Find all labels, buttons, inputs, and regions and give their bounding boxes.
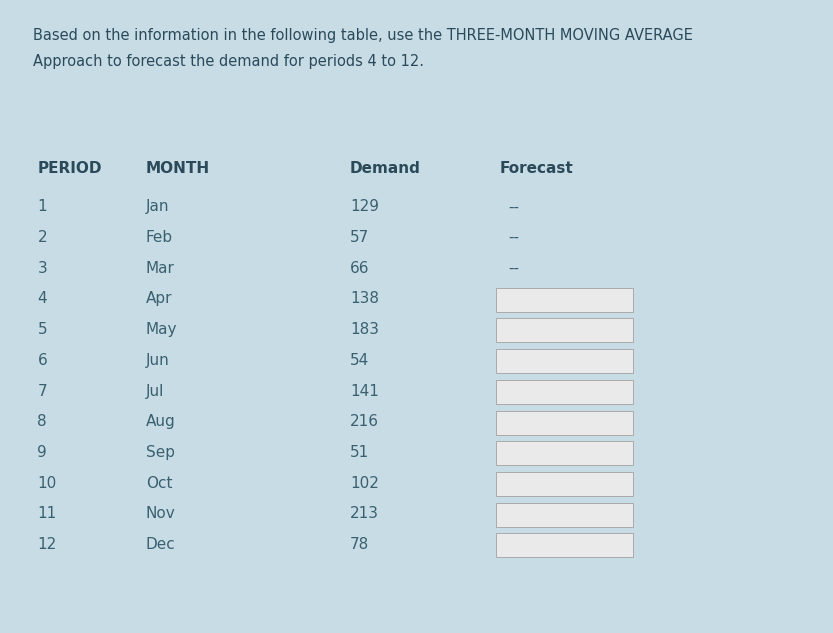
Text: Apr: Apr: [146, 291, 172, 306]
Text: 1: 1: [37, 199, 47, 215]
Text: 138: 138: [350, 291, 379, 306]
Text: 11: 11: [37, 506, 57, 522]
Text: 2: 2: [37, 230, 47, 245]
Text: --: --: [508, 230, 519, 245]
Text: Nov: Nov: [146, 506, 176, 522]
Text: 3: 3: [37, 261, 47, 276]
Text: 7: 7: [37, 384, 47, 399]
FancyBboxPatch shape: [496, 472, 633, 496]
Text: --: --: [508, 261, 519, 276]
Text: 141: 141: [350, 384, 379, 399]
Text: May: May: [146, 322, 177, 337]
FancyBboxPatch shape: [496, 380, 633, 404]
Text: 78: 78: [350, 537, 369, 552]
Text: Forecast: Forecast: [500, 161, 574, 177]
Text: 6: 6: [37, 353, 47, 368]
Text: Oct: Oct: [146, 476, 172, 491]
Text: 5: 5: [37, 322, 47, 337]
FancyBboxPatch shape: [496, 533, 633, 557]
Text: 8: 8: [37, 414, 47, 429]
Text: --: --: [508, 199, 519, 215]
Text: 57: 57: [350, 230, 369, 245]
Text: Aug: Aug: [146, 414, 176, 429]
Text: 129: 129: [350, 199, 379, 215]
FancyBboxPatch shape: [496, 318, 633, 342]
Text: Based on the information in the following table, use the THREE-MONTH MOVING AVER: Based on the information in the followin…: [33, 28, 693, 44]
Text: 66: 66: [350, 261, 369, 276]
Text: Mar: Mar: [146, 261, 175, 276]
FancyBboxPatch shape: [496, 349, 633, 373]
Text: 216: 216: [350, 414, 379, 429]
Text: Approach to forecast the demand for periods 4 to 12.: Approach to forecast the demand for peri…: [33, 54, 424, 69]
Text: 183: 183: [350, 322, 379, 337]
Text: 51: 51: [350, 445, 369, 460]
FancyBboxPatch shape: [496, 287, 633, 311]
Text: 9: 9: [37, 445, 47, 460]
Text: 4: 4: [37, 291, 47, 306]
FancyBboxPatch shape: [496, 441, 633, 465]
Text: Jan: Jan: [146, 199, 169, 215]
Text: Jun: Jun: [146, 353, 170, 368]
Text: Dec: Dec: [146, 537, 176, 552]
Text: 12: 12: [37, 537, 57, 552]
Text: 10: 10: [37, 476, 57, 491]
Text: Sep: Sep: [146, 445, 175, 460]
Text: 102: 102: [350, 476, 379, 491]
Text: Demand: Demand: [350, 161, 421, 177]
FancyBboxPatch shape: [496, 410, 633, 434]
Text: Feb: Feb: [146, 230, 173, 245]
Text: 213: 213: [350, 506, 379, 522]
Text: 54: 54: [350, 353, 369, 368]
FancyBboxPatch shape: [496, 503, 633, 527]
Text: PERIOD: PERIOD: [37, 161, 102, 177]
Text: Jul: Jul: [146, 384, 164, 399]
Text: MONTH: MONTH: [146, 161, 210, 177]
